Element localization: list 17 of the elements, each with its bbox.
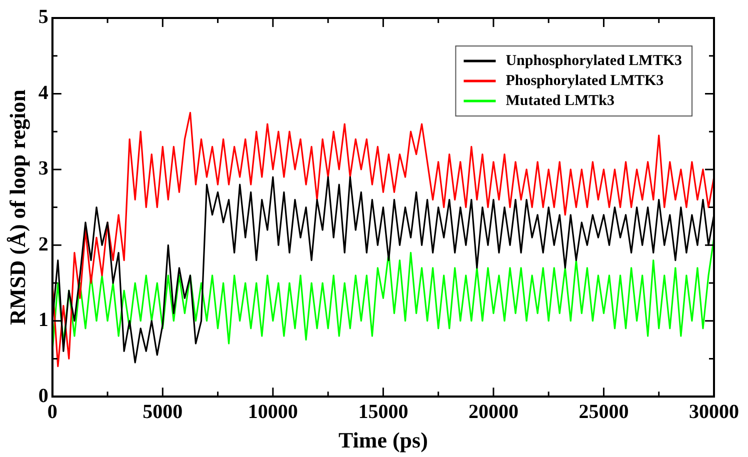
x-tick-label: 20000 bbox=[468, 400, 518, 423]
x-tick-label: 5000 bbox=[142, 400, 183, 423]
legend-label: Phosphorylated LMTK3 bbox=[506, 72, 664, 89]
y-axis-title: RMSD (Å) of loop region bbox=[4, 90, 30, 326]
y-tick-label: 1 bbox=[38, 309, 48, 332]
y-tick-label: 3 bbox=[38, 158, 48, 180]
y-tick-label: 2 bbox=[38, 233, 48, 256]
x-tick-label: 30000 bbox=[689, 400, 739, 423]
x-tick-label: 10000 bbox=[248, 400, 298, 423]
x-tick-label: 15000 bbox=[358, 400, 408, 423]
legend-label: Unphosphorylated LMTK3 bbox=[506, 52, 682, 69]
y-tick-label: 4 bbox=[38, 82, 48, 104]
x-tick-label: 25000 bbox=[578, 400, 629, 423]
x-axis-title: Time (ps) bbox=[338, 427, 428, 452]
legend-label: Mutated LMTk3 bbox=[506, 92, 614, 109]
y-tick-label: 5 bbox=[38, 6, 48, 28]
y-tick-label: 0 bbox=[38, 384, 48, 407]
